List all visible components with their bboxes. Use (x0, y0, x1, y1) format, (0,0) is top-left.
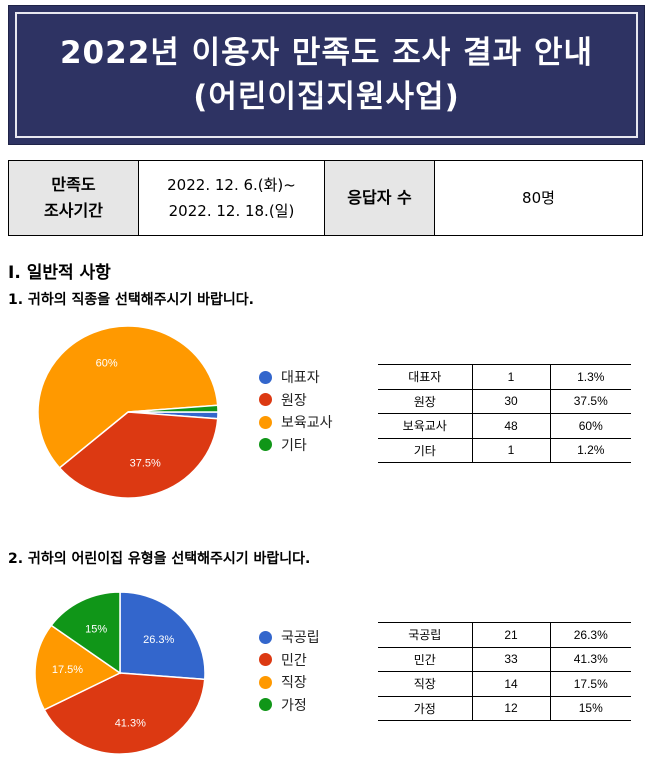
row-percent: 41.3% (549, 646, 631, 672)
daycare-type-pie-chart: 26.3% 41.3% 17.5% 15% (34, 591, 206, 755)
legend-swatch (259, 698, 272, 712)
survey-info-table: 만족도 조사기간 2022. 12. 6.(화)~ 2022. 12. 18.(… (8, 160, 643, 236)
legend-label: 직장 (281, 675, 307, 692)
table-row: 직장 14 17.5% (378, 671, 631, 697)
pie-slice-2 (43, 672, 206, 755)
row-count: 30 (471, 388, 550, 414)
legend-swatch (259, 438, 272, 452)
row-label: 민간 (378, 646, 472, 672)
question-1-text: 1. 귀하의 직종을 선택해주시기 바랍니다. (8, 292, 254, 308)
occupation-table: 대표자 1 1.3% 원장 30 37.5% 보육교사 48 60% 기타 1 1.2% (378, 364, 631, 463)
table-row: 민간 33 41.3% (378, 646, 631, 672)
row-label: 기타 (378, 437, 472, 463)
legend-label: 대표자 (281, 370, 320, 387)
table-row: 기타 1 1.2% (378, 437, 631, 463)
title-line-1: 2022년 이용자 만족도 조사 결과 안내 (59, 35, 593, 71)
row-count: 48 (471, 413, 550, 439)
pie-slice-4 (50, 591, 121, 675)
pie-slice-label-2: 37.5% (130, 458, 161, 470)
table-row: 가정 12 15% (378, 695, 631, 721)
pie-slice-label-3: 60% (96, 358, 118, 370)
row-count: 33 (471, 646, 550, 672)
legend-label: 보육교사 (281, 415, 333, 432)
pie-slice-label-2: 41.3% (115, 717, 146, 729)
respondents-value: 80명 (434, 160, 643, 236)
legend-item: 보육교사 (259, 411, 333, 434)
table-row: 보육교사 48 60% (378, 413, 631, 439)
survey-period-label: 만족도 조사기간 (8, 160, 139, 236)
row-label: 대표자 (378, 364, 472, 390)
legend-item: 가정 (259, 694, 320, 717)
row-label: 가정 (378, 695, 472, 721)
legend-swatch (259, 653, 272, 667)
row-percent: 17.5% (549, 671, 631, 697)
row-label: 국공립 (378, 622, 472, 648)
legend-swatch (259, 393, 272, 407)
row-count: 1 (471, 364, 550, 390)
legend-item: 대표자 (259, 366, 333, 389)
occupation-pie-chart: 37.5% 60% (37, 325, 219, 499)
legend-swatch (259, 675, 272, 689)
legend-swatch (259, 415, 272, 429)
pie-slice-4 (127, 404, 219, 413)
pie-slice-2 (58, 411, 219, 499)
respondents-label: 응답자 수 (324, 160, 435, 236)
pie-slice-3 (34, 624, 122, 711)
survey-period-value: 2022. 12. 6.(화)~ 2022. 12. 18.(일) (138, 160, 325, 236)
title-banner-frame: 2022년 이용자 만족도 조사 결과 안내 (어린이집지원사업) (15, 12, 638, 138)
legend-label: 기타 (281, 437, 307, 454)
question-2-text: 2. 귀하의 어린이집 유형을 선택해주시기 바랍니다. (8, 551, 311, 567)
legend-item: 기타 (259, 434, 333, 457)
legend-item: 원장 (259, 389, 333, 412)
legend-label: 민간 (281, 652, 307, 669)
legend-swatch (259, 630, 272, 644)
title-banner: 2022년 이용자 만족도 조사 결과 안내 (어린이집지원사업) (8, 5, 645, 145)
row-label: 원장 (378, 388, 472, 414)
section-title: Ⅰ. 일반적 사항 (8, 263, 111, 283)
pie-slice-label-4: 15% (85, 623, 107, 635)
legend-item: 민간 (259, 649, 320, 672)
pie-slice-label-3: 17.5% (52, 664, 83, 676)
row-label: 직장 (378, 671, 472, 697)
row-count: 14 (471, 671, 550, 697)
pie-slice-1 (119, 591, 206, 681)
row-percent: 1.3% (549, 364, 631, 390)
legend-swatch (259, 370, 272, 384)
pie-slice-3 (37, 325, 219, 469)
row-label: 보육교사 (378, 413, 472, 439)
table-row: 대표자 1 1.3% (378, 364, 631, 390)
table-row: 원장 30 37.5% (378, 388, 631, 414)
title-line-2: (어린이집지원사업) (193, 79, 460, 115)
legend-label: 가정 (281, 697, 307, 714)
row-percent: 1.2% (549, 437, 631, 463)
row-percent: 60% (549, 413, 631, 439)
table-row: 국공립 21 26.3% (378, 622, 631, 648)
row-percent: 37.5% (549, 388, 631, 414)
daycare-type-table: 국공립 21 26.3% 민간 33 41.3% 직장 14 17.5% 가정 12 15% (378, 622, 631, 721)
row-percent: 15% (549, 695, 631, 721)
row-count: 21 (471, 622, 550, 648)
legend-item: 직장 (259, 671, 320, 694)
row-count: 12 (471, 695, 550, 721)
pie-slice-label-1: 26.3% (143, 634, 174, 646)
legend-label: 국공립 (281, 630, 320, 647)
row-percent: 26.3% (549, 622, 631, 648)
legend-label: 원장 (281, 392, 307, 409)
row-count: 1 (471, 437, 550, 463)
legend-item: 국공립 (259, 626, 320, 649)
